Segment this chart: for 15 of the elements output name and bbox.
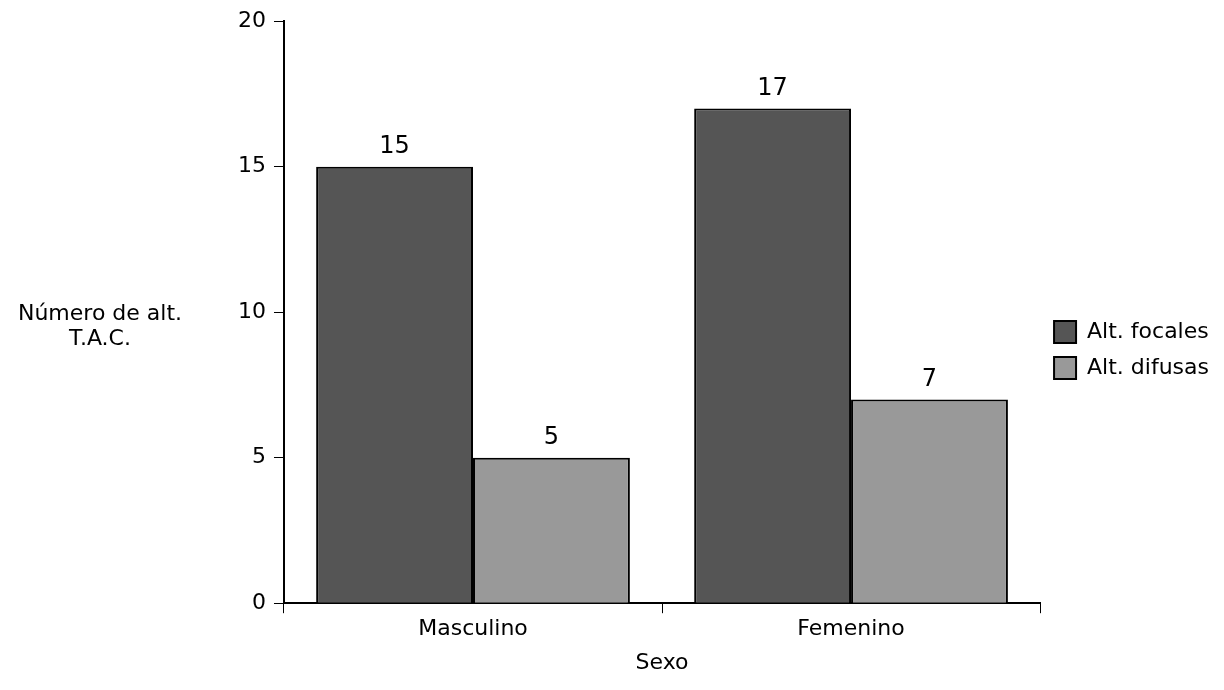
y-axis-title: Número de alt. T.A.C. <box>16 300 184 350</box>
data-label: 7 <box>921 363 938 392</box>
y-tick-label: 20 <box>237 6 266 32</box>
x-tick-label: Masculino <box>418 615 528 641</box>
y-tick-label: 15 <box>237 152 266 178</box>
data-label: 15 <box>379 130 410 159</box>
x-tick-label: Femenino <box>797 615 905 641</box>
data-label: 5 <box>543 421 560 450</box>
data-label: 17 <box>757 72 788 101</box>
y-tick-label: 10 <box>237 297 266 323</box>
y-tick-label: 0 <box>251 588 266 614</box>
y-tick-label: 5 <box>251 443 266 469</box>
x-axis-title: Sexo <box>635 648 689 674</box>
legend-label: Alt. difusas <box>1087 353 1210 379</box>
legend-label: Alt. focales <box>1087 317 1209 343</box>
